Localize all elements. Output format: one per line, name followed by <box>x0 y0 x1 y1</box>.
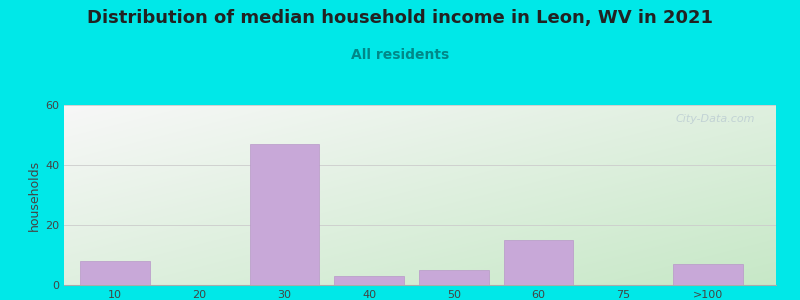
Bar <box>250 144 319 285</box>
Text: Distribution of median household income in Leon, WV in 2021: Distribution of median household income … <box>87 9 713 27</box>
Bar <box>419 270 489 285</box>
Text: All residents: All residents <box>351 48 449 62</box>
Y-axis label: households: households <box>28 159 41 231</box>
Bar <box>504 240 574 285</box>
Bar <box>334 276 404 285</box>
Bar <box>674 264 743 285</box>
Bar <box>80 261 150 285</box>
Text: City-Data.com: City-Data.com <box>675 114 754 124</box>
